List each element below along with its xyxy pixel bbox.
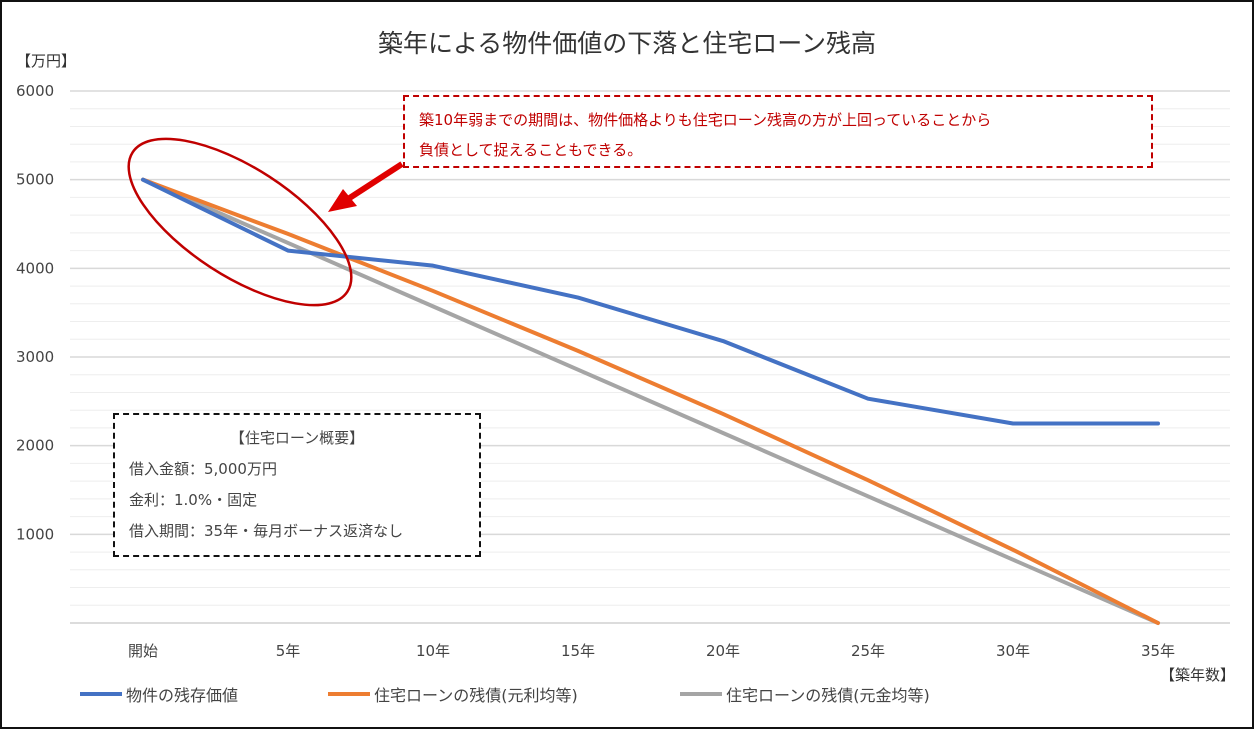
annotation-line-2: 負債として捉えることもできる。 (419, 141, 643, 159)
x-tick-label: 15年 (561, 642, 595, 660)
x-tick-label: 10年 (416, 642, 450, 660)
legend-label: 住宅ローンの残債(元金均等) (726, 686, 930, 705)
info-line: 借入金額：5,000万円 (129, 460, 277, 478)
legend-label: 住宅ローンの残債(元利均等) (374, 686, 578, 705)
x-tick-label: 開始 (128, 642, 158, 660)
x-tick-label: 20年 (706, 642, 740, 660)
annotation-line-1: 築10年弱までの期間は、物件価格よりも住宅ローン残高の方が上回っていることから (419, 111, 992, 129)
x-tick-label: 25年 (851, 642, 885, 660)
x-axis-label: 【築年数】 (1160, 666, 1236, 684)
y-tick-label: 2000 (16, 437, 54, 455)
y-tick-label: 5000 (16, 171, 54, 189)
info-line: 金利：1.0%・固定 (129, 491, 258, 509)
chart-title: 築年による物件価値の下落と住宅ローン残高 (377, 29, 876, 58)
series-line-1 (141, 177, 1160, 625)
info-heading: 【住宅ローン概要】 (229, 429, 365, 447)
x-tick-label: 5年 (276, 642, 301, 660)
x-tick-label: 35年 (1141, 642, 1175, 660)
y-tick-label: 6000 (16, 82, 54, 100)
series-line-0 (141, 177, 1160, 426)
x-tick-label: 30年 (996, 642, 1030, 660)
legend-item: 住宅ローンの残債(元金均等) (680, 682, 930, 706)
loan-info-box: 【住宅ローン概要】 借入金額：5,000万円 金利：1.0%・固定 借入期間：3… (113, 413, 481, 557)
legend-item: 住宅ローンの残債(元利均等) (328, 682, 578, 706)
highlight-ellipse (127, 137, 353, 307)
legend-swatch (328, 692, 370, 696)
arrow-shaft (346, 161, 404, 202)
y-tick-label: 3000 (16, 348, 54, 366)
legend-swatch (680, 692, 722, 696)
y-tick-label: 4000 (16, 259, 54, 277)
legend-item: 物件の残存価値 (80, 682, 238, 706)
annotation-box: 築10年弱までの期間は、物件価格よりも住宅ローン残高の方が上回っていることから … (403, 95, 1153, 168)
y-axis-label: 【万円】 (16, 52, 77, 70)
legend-swatch (80, 692, 122, 696)
legend-label: 物件の残存価値 (126, 686, 239, 705)
arrow-head-icon (328, 189, 357, 212)
info-line: 借入期間：35年・毎月ボーナス返済なし (129, 522, 404, 540)
y-tick-label: 1000 (16, 525, 54, 543)
